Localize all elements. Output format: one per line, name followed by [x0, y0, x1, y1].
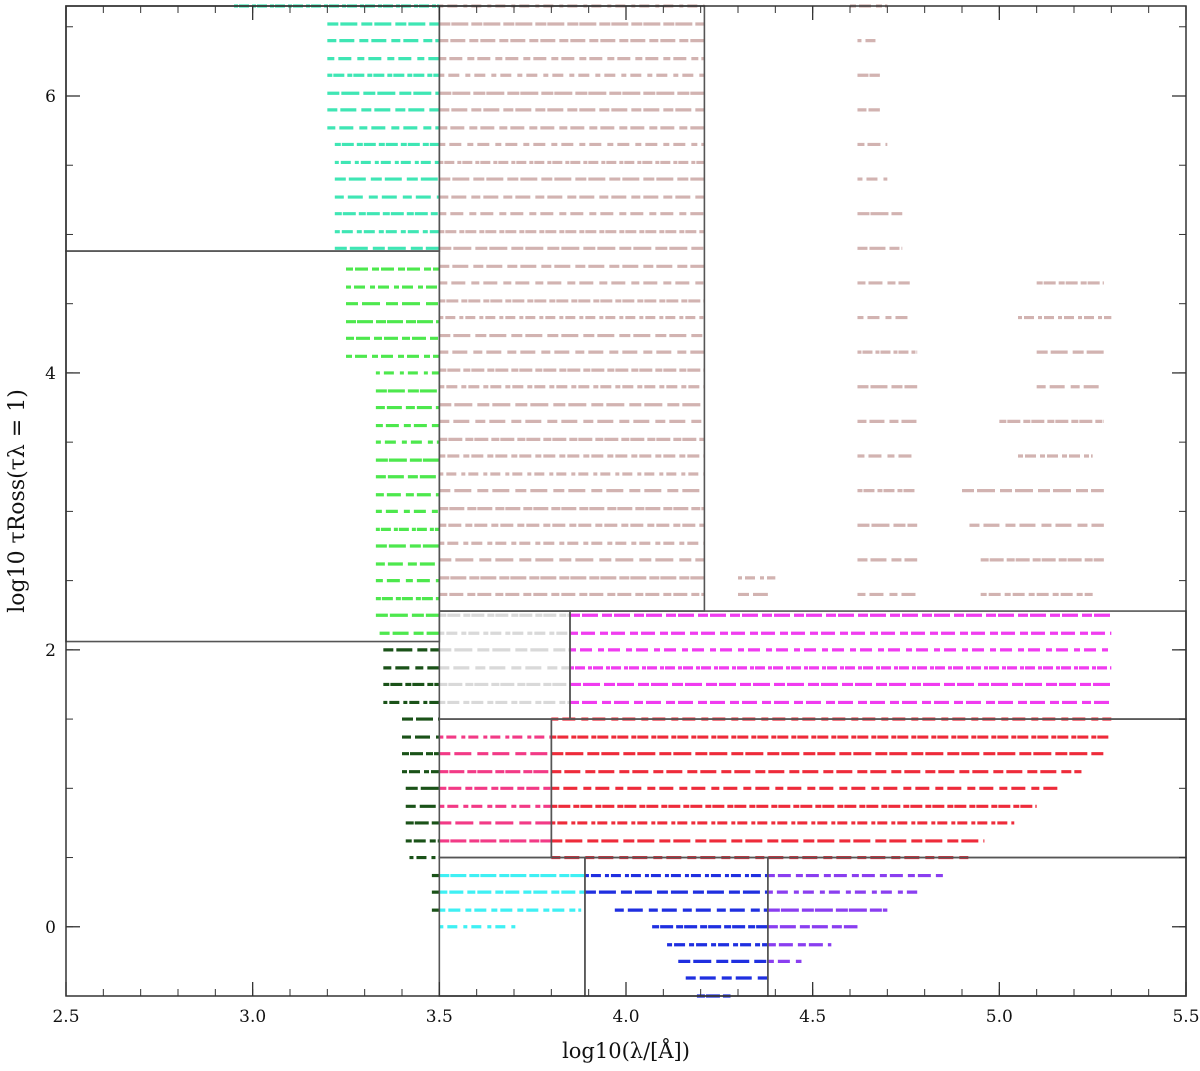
- series-1: [346, 267, 440, 635]
- region-box: [550, 718, 1187, 859]
- y-axis-label: log10 τRoss(τλ = 1): [5, 389, 30, 613]
- x-tick-label: 2.5: [52, 1007, 79, 1027]
- series-0: [234, 4, 440, 250]
- series-10: [767, 873, 944, 963]
- series-5: [570, 613, 1112, 705]
- region-box: [65, 250, 441, 643]
- x-tick-label: 4.0: [612, 1007, 639, 1027]
- plot-frame: [65, 5, 1187, 997]
- series-3: [439, 4, 1112, 597]
- x-tick-label: 3.5: [426, 1007, 453, 1027]
- data-layer: [234, 4, 1112, 998]
- y-tick-label: 2: [45, 641, 56, 661]
- y-tick-label: 0: [45, 918, 56, 938]
- series-8: [439, 873, 585, 929]
- x-tick-label: 4.5: [799, 1007, 826, 1027]
- x-axis-label: log10(λ/[Å]): [562, 1038, 690, 1063]
- region-boxes: [65, 5, 1187, 997]
- axis-ticks: 2.5 3.0 3.5 4.0 4.5 5.0 5.5 0 2 4 6: [45, 6, 1200, 1027]
- x-tick-label: 3.0: [239, 1007, 266, 1027]
- region-box: [438, 5, 706, 612]
- x-tick-label: 5.5: [1172, 1007, 1199, 1027]
- region-box: [767, 856, 1187, 997]
- series-9: [584, 873, 768, 998]
- series-2: [383, 648, 440, 912]
- series-6: [439, 735, 552, 843]
- y-tick-label: 6: [45, 87, 56, 107]
- y-tick-label: 4: [45, 364, 56, 384]
- x-tick-label: 5.0: [986, 1007, 1013, 1027]
- series-7: [551, 717, 1112, 860]
- series-4: [439, 613, 570, 705]
